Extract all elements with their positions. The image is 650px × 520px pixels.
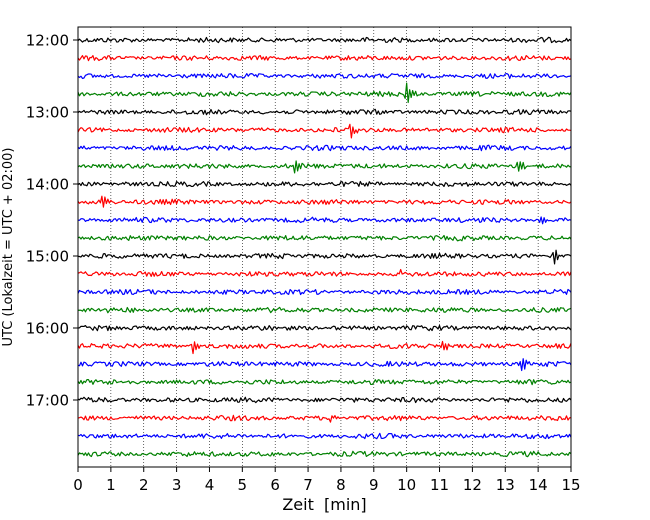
trace-line <box>77 54 572 62</box>
x-tick-label: 13 <box>496 476 515 494</box>
x-axis-title: Zeit [min] <box>282 495 366 514</box>
trace-line <box>77 108 572 116</box>
x-tick-label: 1 <box>106 476 116 494</box>
trace-line <box>77 144 572 152</box>
trace-line <box>77 288 572 296</box>
trace-group <box>77 36 572 458</box>
x-tick-label: 9 <box>369 476 379 494</box>
trace-line <box>77 36 572 44</box>
trace-line <box>77 72 572 80</box>
y-axis: 12:00 13:00 14:00 15:00 16:00 17:00 <box>26 32 78 410</box>
trace-line <box>77 82 572 104</box>
trace-line <box>77 160 572 174</box>
trace-line <box>77 216 572 225</box>
x-tick-label: 10 <box>397 476 416 494</box>
trace-line <box>77 324 572 332</box>
trace-line <box>77 249 572 265</box>
x-tick-label: 0 <box>73 476 83 494</box>
trace-line <box>77 234 572 242</box>
trace-line <box>77 378 572 386</box>
x-tick-label: 6 <box>270 476 280 494</box>
x-axis: 0 1 2 3 4 5 6 7 8 9 10 11 12 13 14 15 <box>73 467 581 494</box>
y-tick-label: 14:00 <box>26 176 69 194</box>
trace-line <box>77 396 572 404</box>
y-tick-label: 15:00 <box>26 248 69 266</box>
y-tick-label: 12:00 <box>26 32 69 50</box>
trace-line <box>77 123 572 139</box>
trace-line <box>77 268 572 277</box>
trace-line <box>77 358 572 372</box>
x-tick-label: 5 <box>238 476 248 494</box>
x-tick-label: 2 <box>139 476 149 494</box>
x-tick-label: 15 <box>561 476 580 494</box>
y-tick-label: 13:00 <box>26 104 69 122</box>
x-tick-label: 12 <box>463 476 482 494</box>
x-tick-label: 14 <box>529 476 548 494</box>
trace-line <box>77 414 572 423</box>
x-tick-label: 7 <box>303 476 313 494</box>
trace-line <box>77 195 572 208</box>
y-tick-label: 17:00 <box>26 392 69 410</box>
x-tick-label: 8 <box>336 476 346 494</box>
y-axis-title: UTC (Lokalzeit = UTC + 02:00) <box>1 148 16 347</box>
trace-line <box>77 450 572 458</box>
plot-frame <box>77 26 572 468</box>
y-tick-label: 16:00 <box>26 320 69 338</box>
trace-line <box>77 432 572 440</box>
vertical-grid <box>110 27 539 467</box>
x-tick-label: 3 <box>172 476 182 494</box>
trace-line <box>77 340 572 355</box>
x-tick-label: 4 <box>205 476 215 494</box>
trace-line <box>77 306 572 314</box>
trace-line <box>77 180 572 188</box>
x-tick-label: 11 <box>430 476 449 494</box>
